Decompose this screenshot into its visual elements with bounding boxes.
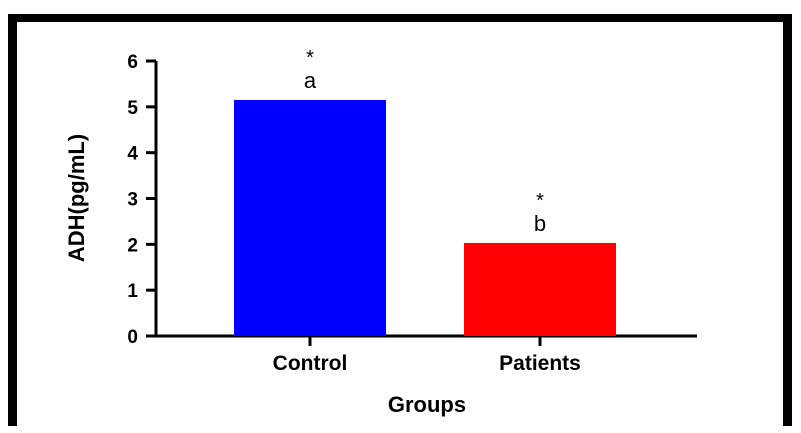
bar-control	[234, 99, 386, 336]
y-tick-label: 3	[127, 190, 138, 211]
significance-letter: a	[304, 68, 317, 93]
y-tick-label: 0	[127, 327, 138, 348]
y-tick-label: 1	[127, 281, 138, 302]
y-tick-label: 6	[127, 52, 138, 73]
significance-star: *	[536, 190, 544, 212]
x-tick-label: Control	[273, 352, 348, 375]
significance-letter: b	[534, 211, 546, 236]
bars	[234, 99, 616, 336]
y-tick-label: 2	[127, 235, 138, 256]
y-tick-label: 5	[127, 98, 138, 119]
y-tick-label: 4	[127, 144, 138, 165]
x-axis-title: Groups	[388, 392, 466, 417]
bar-patients	[464, 242, 616, 336]
y-axis-title: ADH(pg/mL)	[64, 134, 89, 262]
chart-frame	[8, 14, 792, 426]
x-tick-label: Patients	[499, 352, 581, 375]
significance-star: *	[306, 47, 314, 69]
